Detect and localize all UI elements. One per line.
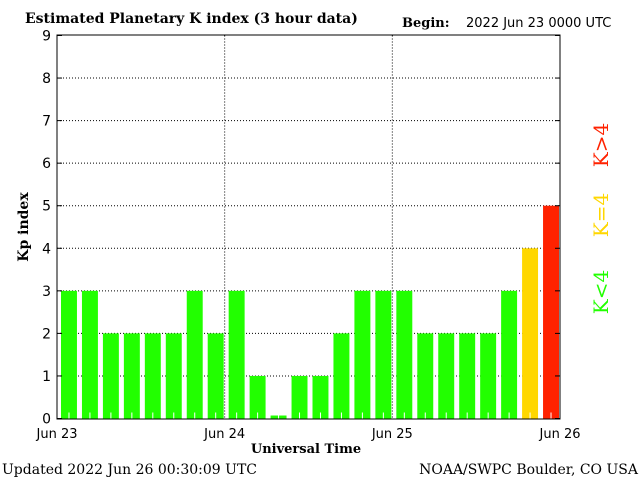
y-tick-label: 0 [42, 412, 51, 428]
y-tick-label: 9 [42, 29, 51, 45]
bar-22 [522, 248, 539, 419]
y-tick-label: 2 [42, 326, 51, 342]
x-tick-label: Jun 25 [371, 427, 413, 442]
bar-19 [459, 333, 476, 419]
bar-3 [123, 333, 140, 419]
bar-16 [396, 290, 413, 419]
y-tick-label: 5 [42, 199, 51, 215]
bar-18 [438, 333, 455, 419]
bar-23 [543, 205, 559, 419]
chart-title: Estimated Planetary K index (3 hour data… [25, 11, 358, 27]
begin-label: Begin: [402, 16, 450, 31]
plot-frame [56, 34, 561, 420]
bar-6 [186, 290, 203, 419]
bar-21 [501, 290, 518, 419]
bar-14 [354, 290, 371, 419]
y-tick-label: 3 [42, 284, 51, 300]
bar-1 [81, 290, 98, 419]
legend-item-1: K=4 [589, 193, 613, 237]
y-axis-label: Kp index [16, 192, 32, 262]
bar-8 [228, 290, 245, 419]
credit-text: NOAA/SWPC Boulder, CO USA [419, 462, 639, 478]
legend-item-2: K>4 [589, 123, 613, 167]
bar-0 [61, 290, 77, 419]
y-tick-label: 7 [42, 114, 51, 130]
bar-7 [207, 333, 224, 419]
bar-20 [480, 333, 497, 419]
y-tick-label: 8 [42, 71, 51, 87]
x-tick-label: Jun 23 [36, 427, 78, 442]
bar-13 [333, 333, 350, 419]
bar-12 [312, 375, 329, 419]
legend-item-0: K<4 [589, 270, 613, 314]
bar-15 [375, 290, 392, 419]
y-tick-label: 6 [42, 156, 51, 172]
bar-17 [417, 333, 434, 419]
updated-timestamp: Updated 2022 Jun 26 00:30:09 UTC [2, 462, 257, 478]
x-tick-label: Jun 26 [539, 427, 581, 442]
y-tick-label: 1 [42, 369, 51, 385]
x-axis-label: Universal Time [251, 442, 361, 457]
y-tick-label: 4 [42, 241, 51, 257]
bar-2 [102, 333, 119, 419]
bar-5 [165, 333, 182, 419]
begin-value: 2022 Jun 23 0000 UTC [466, 16, 611, 31]
bar-4 [144, 333, 161, 419]
bar-9 [249, 375, 266, 419]
bar-11 [291, 375, 308, 419]
x-tick-label: Jun 24 [203, 427, 245, 442]
